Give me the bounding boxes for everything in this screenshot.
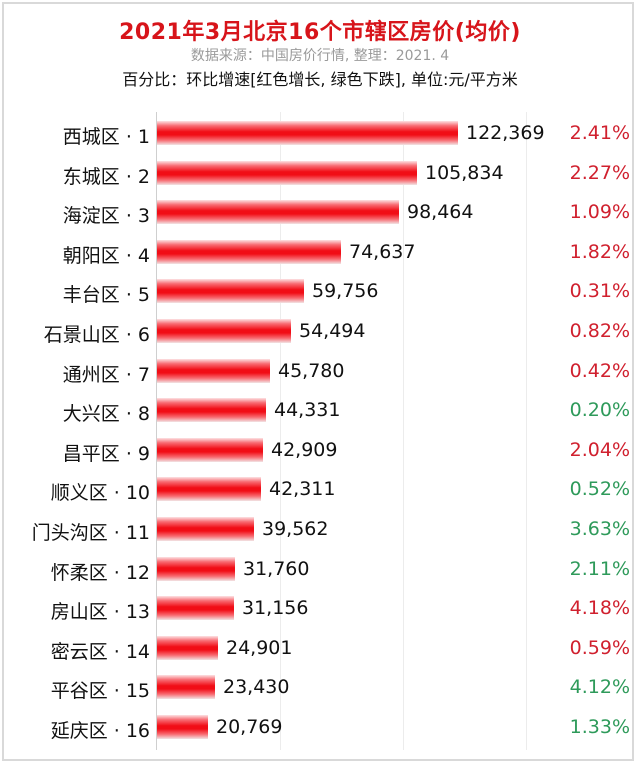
bar-row: 东城区 · 2 105,834 2.27%	[0, 154, 640, 193]
bar-row: 通州区 · 7 45,780 0.42%	[0, 352, 640, 391]
bar	[157, 675, 215, 699]
bar	[157, 398, 266, 422]
value-label: 31,760	[243, 558, 310, 580]
bar-row: 海淀区 · 3 98,464 1.09%	[0, 193, 640, 232]
bar-row: 延庆区 · 16 20,769 1.33%	[0, 708, 640, 747]
bar-row: 顺义区 · 10 42,311 0.52%	[0, 470, 640, 509]
value-label: 54,494	[299, 320, 366, 342]
mom-change-label: 0.52%	[569, 478, 630, 500]
category-label: 海淀区 · 3	[62, 205, 150, 227]
chart-subtitle: 数据来源：中国房价行情, 整理：2021. 4	[190, 48, 450, 64]
category-label: 朝阳区 · 4	[62, 245, 150, 267]
bar	[157, 121, 458, 145]
bar	[157, 477, 261, 501]
value-label: 45,780	[278, 360, 345, 382]
bar-row: 房山区 · 13 31,156 4.18%	[0, 589, 640, 628]
category-label: 密云区 · 14	[50, 641, 150, 663]
bar-row: 石景山区 · 6 54,494 0.82%	[0, 312, 640, 351]
category-label: 昌平区 · 9	[62, 443, 150, 465]
mom-change-label: 0.20%	[569, 399, 630, 421]
bar-row: 西城区 · 1 122,369 2.41%	[0, 114, 640, 153]
category-axis-line	[156, 112, 157, 750]
category-label: 通州区 · 7	[62, 364, 150, 386]
bar	[157, 279, 304, 303]
bar	[157, 596, 234, 620]
bar-row: 怀柔区 · 12 31,760 2.11%	[0, 550, 640, 589]
value-label: 23,430	[223, 676, 290, 698]
value-label: 42,311	[269, 478, 336, 500]
mom-change-label: 2.11%	[569, 558, 630, 580]
mom-change-label: 1.82%	[569, 241, 630, 263]
category-label: 大兴区 · 8	[62, 403, 150, 425]
category-label: 东城区 · 2	[62, 166, 150, 188]
bar	[157, 359, 270, 383]
category-label: 延庆区 · 16	[50, 720, 150, 742]
mom-change-label: 0.31%	[569, 280, 630, 302]
mom-change-label: 1.09%	[569, 201, 630, 223]
bar-row: 丰台区 · 5 59,756 0.31%	[0, 272, 640, 311]
value-label: 24,901	[226, 637, 293, 659]
value-label: 20,769	[216, 716, 283, 738]
value-label: 105,834	[425, 162, 504, 184]
gridline	[403, 112, 404, 750]
category-label: 怀柔区 · 12	[50, 562, 150, 584]
value-label: 59,756	[312, 280, 379, 302]
bar-row: 平谷区 · 15 23,430 4.12%	[0, 668, 640, 707]
mom-change-label: 0.59%	[569, 637, 630, 659]
bar	[157, 517, 254, 541]
category-label: 房山区 · 13	[50, 601, 150, 623]
bar	[157, 438, 263, 462]
mom-change-label: 2.41%	[569, 122, 630, 144]
value-label: 31,156	[242, 597, 309, 619]
gridline	[280, 112, 281, 750]
gridline	[526, 112, 527, 750]
value-label: 39,562	[262, 518, 329, 540]
category-label: 平谷区 · 15	[50, 680, 150, 702]
mom-change-label: 1.33%	[569, 716, 630, 738]
category-label: 顺义区 · 10	[50, 482, 150, 504]
mom-change-label: 0.42%	[569, 360, 630, 382]
category-label: 西城区 · 1	[62, 126, 150, 148]
mom-change-label: 0.82%	[569, 320, 630, 342]
category-label: 门头沟区 · 11	[31, 522, 150, 544]
mom-change-label: 2.04%	[569, 439, 630, 461]
category-label: 丰台区 · 5	[62, 284, 150, 306]
chart-note: 百分比：环比增速[红色增长, 绿色下跌], 单位:元/平方米	[122, 70, 518, 89]
value-label: 44,331	[274, 399, 341, 421]
bar	[157, 557, 235, 581]
bar-row: 密云区 · 14 24,901 0.59%	[0, 629, 640, 668]
value-label: 42,909	[271, 439, 338, 461]
mom-change-label: 2.27%	[569, 162, 630, 184]
bar	[157, 240, 341, 264]
category-label: 石景山区 · 6	[43, 324, 150, 346]
bar-row: 大兴区 · 8 44,331 0.20%	[0, 391, 640, 430]
mom-change-label: 4.12%	[569, 676, 630, 698]
value-label: 122,369	[466, 122, 545, 144]
bar-row: 朝阳区 · 4 74,637 1.82%	[0, 233, 640, 272]
value-label: 74,637	[349, 241, 416, 263]
value-label: 98,464	[407, 201, 474, 223]
bar	[157, 200, 399, 224]
bar-row: 门头沟区 · 11 39,562 3.63%	[0, 510, 640, 549]
mom-change-label: 4.18%	[569, 597, 630, 619]
plot-area: 西城区 · 1 122,369 2.41% 东城区 · 2 105,834 2.27% 海淀…	[0, 110, 640, 750]
bar	[157, 715, 208, 739]
bar	[157, 636, 218, 660]
bar	[157, 319, 291, 343]
bar-row: 昌平区 · 9 42,909 2.04%	[0, 431, 640, 470]
chart-title: 2021年3月北京16个市辖区房价(均价)	[119, 20, 521, 45]
bar	[157, 161, 417, 185]
mom-change-label: 3.63%	[569, 518, 630, 540]
